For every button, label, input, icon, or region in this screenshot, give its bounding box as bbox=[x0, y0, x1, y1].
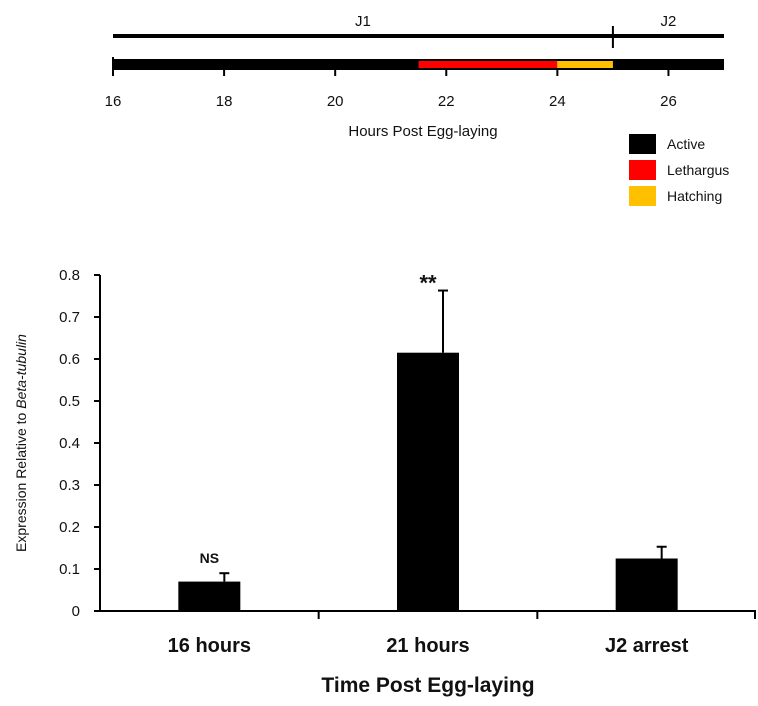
legend-swatch bbox=[629, 160, 656, 180]
significance-label: NS bbox=[200, 550, 219, 566]
bar-chart-panel: 0 0.1 0.2 0.3 0.4 0.5 0.6 0.7 0.8 Expression Rela… bbox=[13, 267, 756, 697]
y-tick-label: 0.8 bbox=[59, 267, 80, 284]
x-axis-label: Time Post Egg-laying bbox=[321, 674, 534, 697]
bar bbox=[615, 558, 678, 611]
timeline-segment bbox=[113, 61, 419, 68]
y-tick-label: 0.6 bbox=[59, 351, 80, 368]
stage-label: J2 bbox=[661, 13, 677, 30]
significance-label: ** bbox=[419, 271, 437, 296]
timeline-panel: J1 J2 16 18 20 22 24 26 Hours Post Egg-laying bbox=[105, 13, 724, 140]
timeline-tick-label: 18 bbox=[216, 93, 233, 110]
timeline-tick-label: 20 bbox=[327, 93, 344, 110]
bar bbox=[178, 581, 241, 611]
y-tick-label: 0.3 bbox=[59, 477, 80, 494]
timeline-segment bbox=[418, 61, 558, 68]
y-tick-label: 0.5 bbox=[59, 393, 80, 410]
timeline-tick-label: 26 bbox=[660, 93, 677, 110]
legend-label: Active bbox=[667, 136, 705, 152]
timeline-segment bbox=[612, 61, 724, 68]
y-axis-label: Expression Relative to Beta-tubulin bbox=[13, 334, 29, 552]
legend-label: Hatching bbox=[667, 188, 722, 204]
y-axis-label-italic: Beta-tubulin bbox=[13, 334, 29, 409]
legend-swatch bbox=[629, 186, 656, 206]
timeline-tick-label: 16 bbox=[105, 93, 122, 110]
timeline-tick-label: 24 bbox=[549, 93, 566, 110]
y-tick-label: 0 bbox=[72, 603, 80, 620]
timeline-segment bbox=[557, 61, 613, 68]
bar bbox=[397, 352, 459, 611]
y-tick-label: 0.2 bbox=[59, 519, 80, 536]
y-tick-label: 0.4 bbox=[59, 435, 80, 452]
category-label: 16 hours bbox=[168, 635, 251, 657]
timeline-tick-label: 22 bbox=[438, 93, 455, 110]
legend-swatch bbox=[629, 134, 656, 154]
category-label: J2 arrest bbox=[605, 635, 689, 657]
y-tick-label: 0.7 bbox=[59, 309, 80, 326]
y-tick-label: 0.1 bbox=[59, 561, 80, 578]
legend-label: Lethargus bbox=[667, 162, 729, 178]
legend: Active Lethargus Hatching bbox=[629, 134, 729, 206]
stage-label: J1 bbox=[355, 13, 371, 30]
timeline-x-axis-label: Hours Post Egg-laying bbox=[348, 123, 497, 140]
category-label: 21 hours bbox=[386, 635, 469, 657]
y-axis-label-text: Expression Relative to bbox=[13, 409, 29, 552]
